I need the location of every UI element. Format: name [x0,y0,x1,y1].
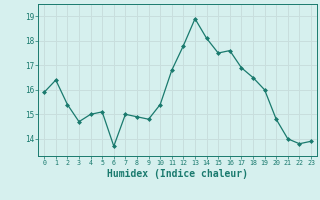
X-axis label: Humidex (Indice chaleur): Humidex (Indice chaleur) [107,169,248,179]
